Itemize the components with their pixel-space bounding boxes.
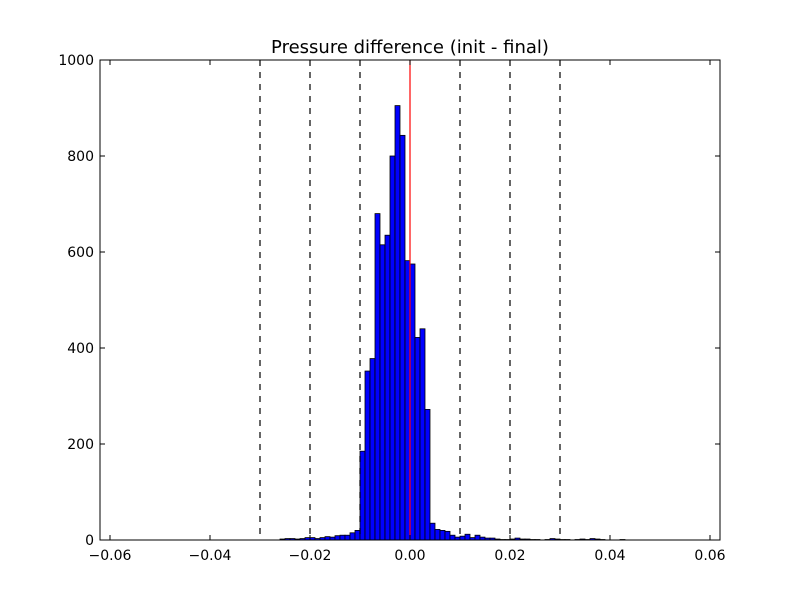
histogram-bar-24	[399, 134, 406, 541]
x-tick-label-0: −0.06	[89, 548, 132, 564]
histogram-bar-11	[334, 535, 341, 541]
y-tick-label-1: 200	[67, 437, 94, 453]
histogram-bar-9	[324, 536, 331, 541]
histogram-bar-19	[374, 213, 381, 541]
histogram-bar-37	[464, 533, 471, 541]
x-tick-label-2: −0.02	[289, 548, 332, 564]
histogram-bar-17	[364, 370, 371, 541]
x-tick-label-4: 0.02	[494, 548, 525, 564]
x-axis-ticks: −0.06 −0.04 −0.02 0.00 0.02 0.04 0.06	[89, 60, 726, 564]
y-tick-label-2: 400	[67, 341, 94, 357]
histogram-bar-18	[369, 358, 376, 541]
histogram-bar-21	[384, 234, 391, 541]
y-tick-label-5: 1000	[58, 53, 94, 69]
histogram-bar-31	[434, 529, 441, 541]
histogram-bar-13	[344, 534, 351, 541]
x-tick-label-5: 0.04	[594, 548, 625, 564]
histogram-bar-26	[409, 263, 416, 541]
x-tick-label-3: 0.00	[394, 548, 425, 564]
histogram-bar-30	[429, 522, 436, 541]
x-tick-label-6: 0.06	[694, 548, 725, 564]
histogram-bar-15	[354, 530, 361, 541]
histogram-bar-28	[419, 328, 426, 541]
chart-title: Pressure difference (init - final)	[271, 37, 549, 58]
y-tick-label-0: 0	[85, 533, 94, 549]
histogram-bar-39	[474, 534, 481, 541]
histogram-bar-23	[394, 105, 401, 541]
histogram-bar-22	[389, 155, 396, 541]
y-tick-label-3: 600	[67, 245, 94, 261]
histogram-bar-14	[349, 532, 356, 541]
histogram-bar-27	[414, 337, 421, 541]
histogram-bar-32	[439, 530, 446, 541]
histogram-bar-20	[379, 244, 386, 541]
histogram-bar-36	[459, 535, 466, 541]
histogram-bars	[279, 105, 626, 541]
histogram-bar-34	[449, 534, 456, 541]
histogram-bar-25	[404, 260, 411, 541]
histogram-bar-16	[359, 450, 366, 541]
histogram-bar-33	[444, 530, 451, 541]
y-axis-ticks: 0 200 400 600 800 1000	[58, 53, 720, 549]
x-tick-label-1: −0.04	[189, 548, 232, 564]
histogram-bar-12	[339, 534, 346, 541]
histogram-bar-29	[424, 409, 431, 541]
y-tick-label-4: 800	[67, 149, 94, 165]
reference-lines	[259, 60, 561, 540]
